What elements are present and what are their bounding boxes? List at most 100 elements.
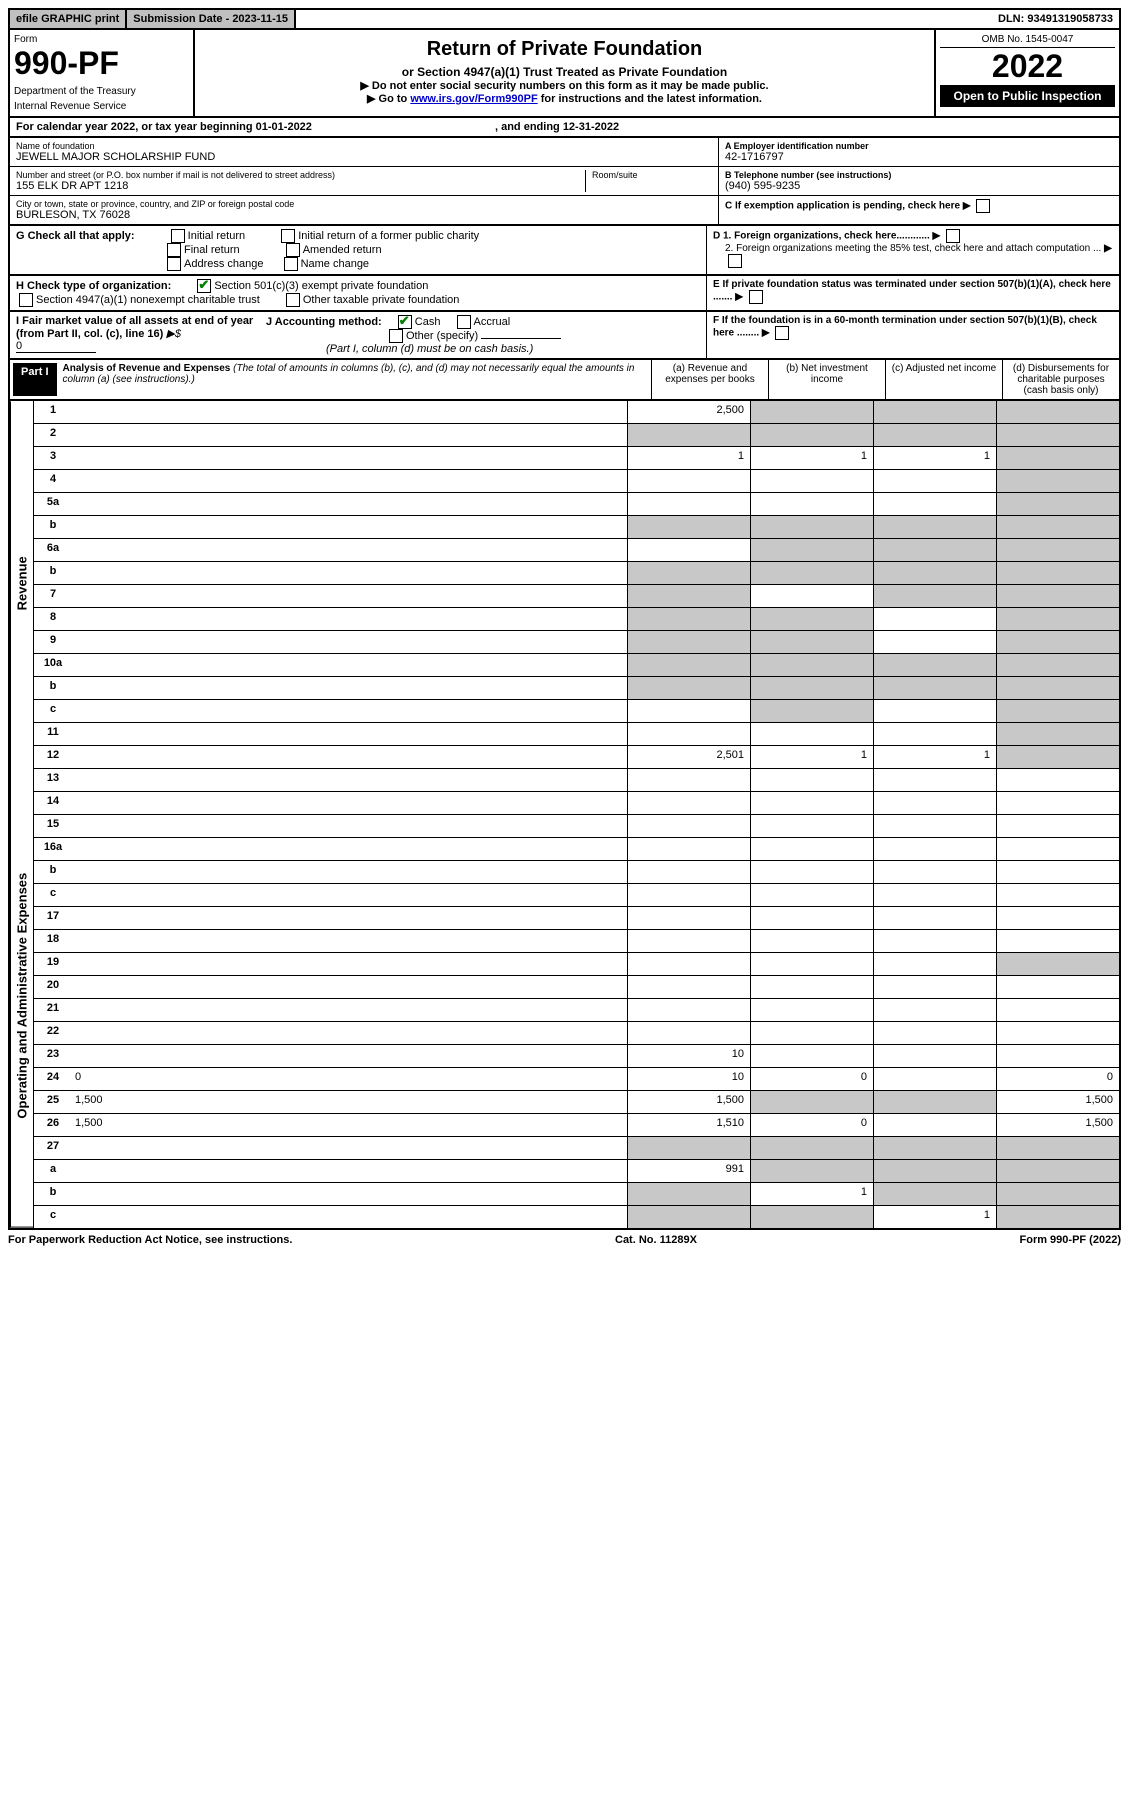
dept-treasury: Department of the Treasury (14, 86, 189, 97)
efile-print-button[interactable]: efile GRAPHIC print (10, 10, 127, 28)
final-checkbox[interactable] (167, 243, 181, 257)
h-check-row: H Check type of organization: Section 50… (8, 276, 1121, 312)
line-col-b (750, 769, 873, 791)
j-cash-checkbox[interactable] (398, 315, 412, 329)
phone-cell: B Telephone number (see instructions) (9… (719, 167, 1119, 196)
line-col-a (627, 930, 750, 952)
j-accrual-checkbox[interactable] (457, 315, 471, 329)
irs-link[interactable]: www.irs.gov/Form990PF (410, 93, 537, 105)
line-desc (72, 447, 627, 469)
header-right: OMB No. 1545-0047 2022 Open to Public In… (936, 30, 1119, 116)
f-checkbox[interactable] (775, 326, 789, 340)
line-col-d (996, 861, 1119, 883)
line-col-d (996, 1022, 1119, 1044)
submission-date: Submission Date - 2023-11-15 (127, 10, 296, 28)
ledger-row: 11 (34, 723, 1119, 746)
line-col-c (873, 677, 996, 699)
line-num: 17 (34, 907, 72, 929)
line-num: 16a (34, 838, 72, 860)
e-checkbox[interactable] (749, 290, 763, 304)
line-col-c (873, 516, 996, 538)
j-note: (Part I, column (d) must be on cash basi… (326, 343, 533, 355)
pending-checkbox[interactable] (976, 199, 990, 213)
city-label: City or town, state or province, country… (16, 199, 712, 209)
line-col-a: 10 (627, 1045, 750, 1067)
line-desc (72, 401, 627, 423)
tax-year: 2022 (940, 48, 1115, 85)
line-col-d (996, 562, 1119, 584)
col-a-head: (a) Revenue and expenses per books (651, 360, 768, 399)
namechange-checkbox[interactable] (284, 257, 298, 271)
line-num: 15 (34, 815, 72, 837)
line-num: 20 (34, 976, 72, 998)
line-num: 4 (34, 470, 72, 492)
line-col-b: 0 (750, 1114, 873, 1136)
d2-label: 2. Foreign organizations meeting the 85%… (725, 243, 1101, 254)
d1-label: D 1. Foreign organizations, check here..… (713, 231, 930, 242)
line-col-b (750, 907, 873, 929)
line-col-d (996, 677, 1119, 699)
line-col-c (873, 815, 996, 837)
line-col-c (873, 608, 996, 630)
goto-prefix: ▶ Go to (367, 93, 410, 105)
amended-checkbox[interactable] (286, 243, 300, 257)
ledger-row: 10a (34, 654, 1119, 677)
line-col-b (750, 999, 873, 1021)
calendar-year-row: For calendar year 2022, or tax year begi… (8, 118, 1121, 138)
line-num: 14 (34, 792, 72, 814)
initial-former-checkbox[interactable] (281, 229, 295, 243)
line-col-c (873, 1183, 996, 1205)
foundation-name-cell: Name of foundation JEWELL MAJOR SCHOLARS… (10, 138, 718, 167)
line-col-c (873, 700, 996, 722)
d1-checkbox[interactable] (946, 229, 960, 243)
line-col-a (627, 838, 750, 860)
line-col-a (627, 516, 750, 538)
j-other-checkbox[interactable] (389, 329, 403, 343)
line-col-c (873, 1160, 996, 1182)
line-desc (72, 1206, 627, 1228)
line-col-c (873, 884, 996, 906)
ledger-row: 15 (34, 815, 1119, 838)
initial-checkbox[interactable] (171, 229, 185, 243)
line-col-a (627, 769, 750, 791)
h-other-checkbox[interactable] (286, 293, 300, 307)
h-label: H Check type of organization: (16, 280, 171, 292)
col-d-head: (d) Disbursements for charitable purpose… (1002, 360, 1119, 399)
line-num: c (34, 884, 72, 906)
ledger-row: 2 (34, 424, 1119, 447)
addr-value: 155 ELK DR APT 1218 (16, 180, 585, 192)
h-501c3-checkbox[interactable] (197, 279, 211, 293)
line-col-d (996, 493, 1119, 515)
line-num: 11 (34, 723, 72, 745)
line-col-b (750, 539, 873, 561)
line-col-a (627, 1206, 750, 1228)
line-col-b (750, 654, 873, 676)
line-col-b (750, 493, 873, 515)
line-col-c (873, 976, 996, 998)
pending-cell: C If exemption application is pending, c… (719, 196, 1119, 216)
line-num: 22 (34, 1022, 72, 1044)
line-col-a (627, 585, 750, 607)
part1-header: Part I Analysis of Revenue and Expenses … (8, 360, 1121, 401)
city-value: BURLESON, TX 76028 (16, 209, 712, 221)
line-num: a (34, 1160, 72, 1182)
i-value: 0 (16, 340, 96, 353)
ledger-row: 16a (34, 838, 1119, 861)
line-desc (72, 815, 627, 837)
line-col-d (996, 1206, 1119, 1228)
line-col-d (996, 746, 1119, 768)
d2-checkbox[interactable] (728, 254, 742, 268)
line-num: 19 (34, 953, 72, 975)
line-num: 3 (34, 447, 72, 469)
line-col-c (873, 838, 996, 860)
line-desc (72, 631, 627, 653)
name-value: JEWELL MAJOR SCHOLARSHIP FUND (16, 151, 712, 163)
ledger-row: a991 (34, 1160, 1119, 1183)
h-4947-checkbox[interactable] (19, 293, 33, 307)
address-checkbox[interactable] (167, 257, 181, 271)
line-num: 8 (34, 608, 72, 630)
ledger-row: c (34, 700, 1119, 723)
line-col-c (873, 1068, 996, 1090)
ledger-row: c1 (34, 1206, 1119, 1228)
revenue-side-label: Revenue (10, 401, 33, 765)
